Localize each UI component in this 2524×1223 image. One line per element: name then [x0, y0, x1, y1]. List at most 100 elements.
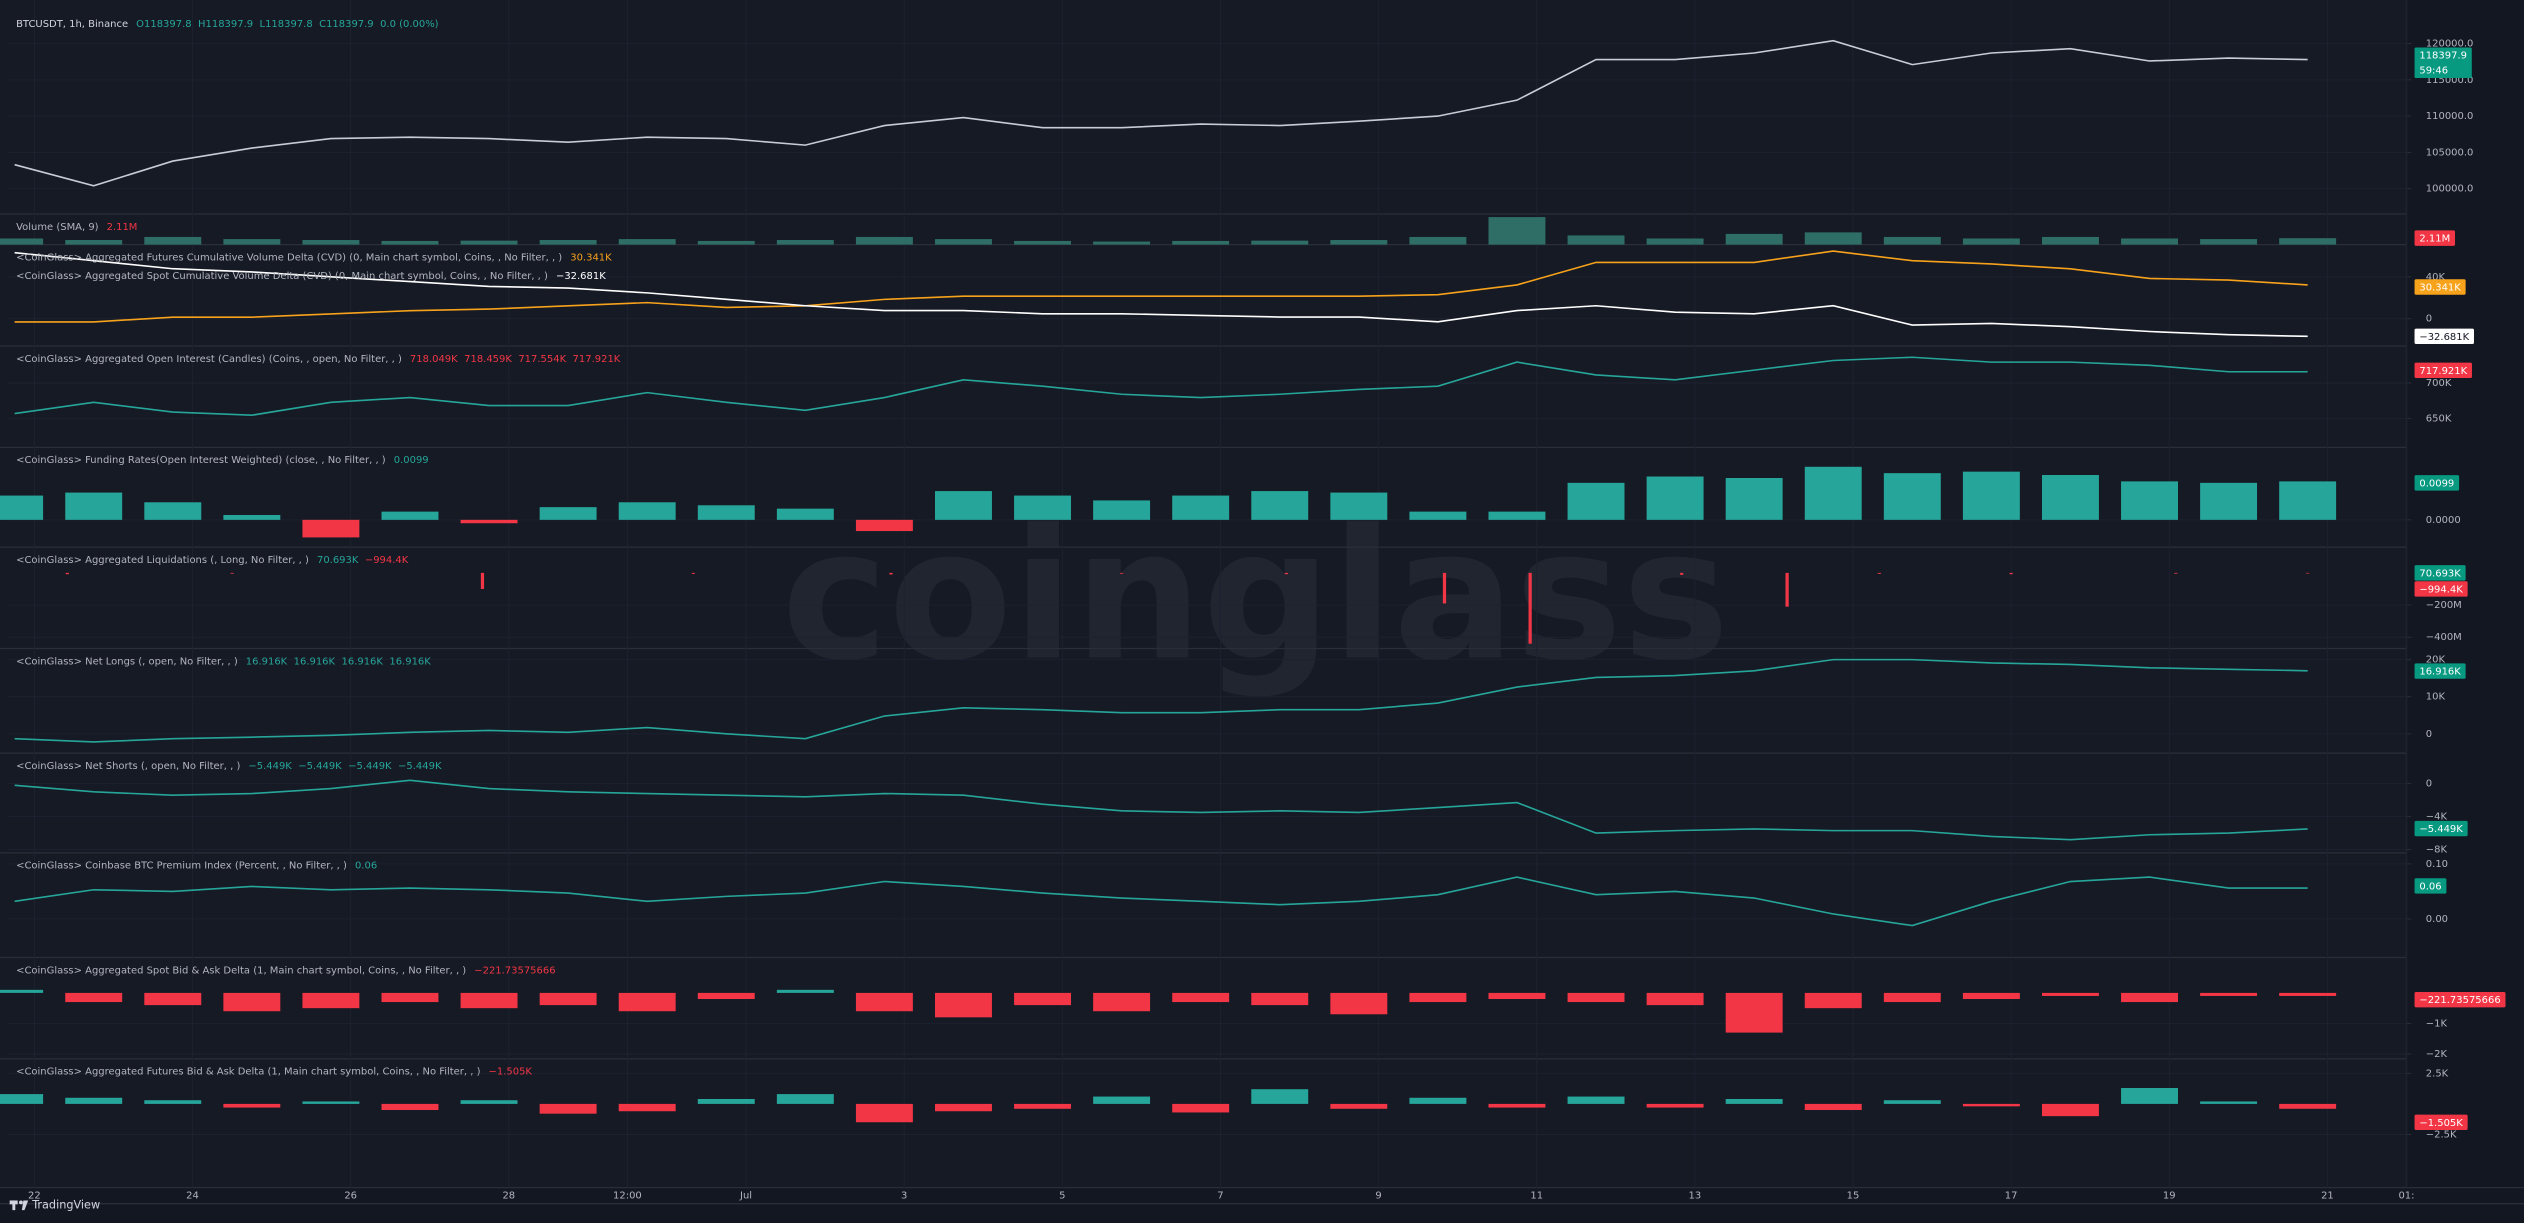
- legend-value: 718.459K: [464, 354, 512, 365]
- y-tick-label: 115000.0: [2426, 75, 2474, 86]
- bar: [2041, 992, 2099, 996]
- y-tick-label: 105000.0: [2426, 147, 2474, 158]
- y-tick-label: 110000.0: [2426, 111, 2474, 122]
- legend-value: −5.449K: [248, 761, 292, 772]
- last-value-tag: 0.06: [2414, 878, 2447, 894]
- bar: [1883, 1100, 1941, 1104]
- bar: [230, 572, 234, 574]
- tag-box: [2414, 581, 2468, 597]
- x-tick-label: 15: [1847, 1191, 1860, 1202]
- bar: [691, 572, 695, 574]
- legend-value: 717.554K: [518, 354, 566, 365]
- bar: [0, 495, 44, 520]
- bar: [539, 992, 597, 1006]
- legend-value: −1.505K: [489, 1067, 533, 1078]
- y-tick-label: 0: [2426, 729, 2432, 740]
- bar: [144, 236, 202, 245]
- bar: [302, 992, 360, 1009]
- last-value-tag: 717.921K: [2414, 362, 2472, 379]
- bar: [1680, 572, 1684, 575]
- bar: [1646, 476, 1704, 520]
- bar: [302, 519, 360, 538]
- tag-label: −994.4K: [2419, 584, 2463, 595]
- bar: [935, 491, 992, 520]
- bar: [697, 992, 755, 1000]
- bar: [1804, 466, 1862, 520]
- y-tick-label: 650K: [2426, 413, 2452, 424]
- bar: [1172, 240, 1230, 245]
- bar: [1284, 572, 1288, 575]
- bar: [144, 992, 202, 1006]
- bar: [2009, 572, 2013, 575]
- bar: [1330, 1103, 1388, 1109]
- last-value-tag: −994.4K: [2414, 581, 2468, 597]
- x-tick-label: 26: [344, 1191, 357, 1202]
- legend-title: <CoinGlass> Net Longs (, open, No Filter…: [16, 656, 238, 667]
- bar: [1409, 236, 1467, 245]
- bar: [1725, 1098, 1783, 1104]
- bar: [381, 240, 439, 245]
- legend-value: 0.0 (0.00%): [380, 19, 439, 30]
- bar: [539, 507, 597, 520]
- last-value-tag: 118397.9 59:46: [2414, 47, 2472, 79]
- series-line: [14, 876, 2308, 927]
- bar: [1251, 992, 1309, 1006]
- bar: [855, 1103, 913, 1123]
- bar: [1014, 495, 1072, 520]
- tag-label: 118397.9: [2419, 51, 2467, 62]
- bar: [935, 1103, 992, 1112]
- bar: [1962, 471, 2020, 520]
- tag-label: 16.916K: [2419, 667, 2461, 678]
- legend-value: 70.693K: [317, 555, 359, 566]
- tag-label: −221.73575666: [2419, 995, 2500, 1006]
- legend-value: 16.916K: [246, 656, 288, 667]
- bar: [1330, 240, 1388, 245]
- legend-title: Volume (SMA, 9): [16, 222, 99, 233]
- bar: [2121, 238, 2178, 245]
- y-tick-label: −1K: [2426, 1018, 2448, 1029]
- tag-box: [2414, 47, 2472, 79]
- x-tick-label: 19: [2163, 1191, 2176, 1202]
- bar: [1488, 217, 1546, 245]
- bar: [302, 240, 360, 245]
- tag-label: −32.681K: [2419, 332, 2469, 343]
- last-value-tag: 2.11M: [2414, 230, 2456, 246]
- bar: [1442, 572, 1447, 604]
- y-tick-label: 10K: [2426, 692, 2446, 703]
- bar: [1014, 1103, 1072, 1109]
- tag-box: [2414, 565, 2466, 581]
- x-tick-label: Jul: [739, 1191, 752, 1202]
- y-tick-label: 40K: [2426, 272, 2446, 283]
- x-tick-label: 13: [1689, 1191, 1702, 1202]
- bar: [2041, 475, 2099, 520]
- legend-title: <CoinGlass> Coinbase BTC Premium Index (…: [16, 861, 347, 872]
- bar: [65, 572, 69, 575]
- tag-box: [2414, 279, 2466, 295]
- series-line: [14, 250, 2308, 323]
- bar: [1330, 992, 1388, 1015]
- bar: [539, 240, 597, 245]
- y-tick-label: 100000.0: [2426, 184, 2474, 195]
- bar: [1251, 240, 1309, 245]
- bar: [2121, 1087, 2178, 1104]
- bar: [2279, 992, 2337, 996]
- y-tick-label: −400M: [2426, 632, 2462, 643]
- x-tick-label: 21: [2321, 1191, 2334, 1202]
- last-value-tag: 16.916K: [2414, 663, 2466, 679]
- logo-part: [21, 1200, 29, 1211]
- bar: [776, 240, 834, 245]
- bar: [1877, 572, 1881, 574]
- tag-box: [2414, 362, 2472, 379]
- bar: [776, 1094, 834, 1104]
- bar: [1883, 992, 1941, 1003]
- bar: [1120, 572, 1124, 574]
- legend-value: −5.449K: [298, 761, 342, 772]
- bar: [1962, 992, 2020, 1000]
- bar: [223, 239, 281, 245]
- bar: [302, 1101, 360, 1104]
- legend-value: H118397.9: [198, 19, 253, 30]
- legend-value: 30.341K: [570, 252, 612, 263]
- watermark: coinglass: [782, 491, 1730, 701]
- bar: [2041, 236, 2099, 245]
- tag-box: [2414, 230, 2456, 246]
